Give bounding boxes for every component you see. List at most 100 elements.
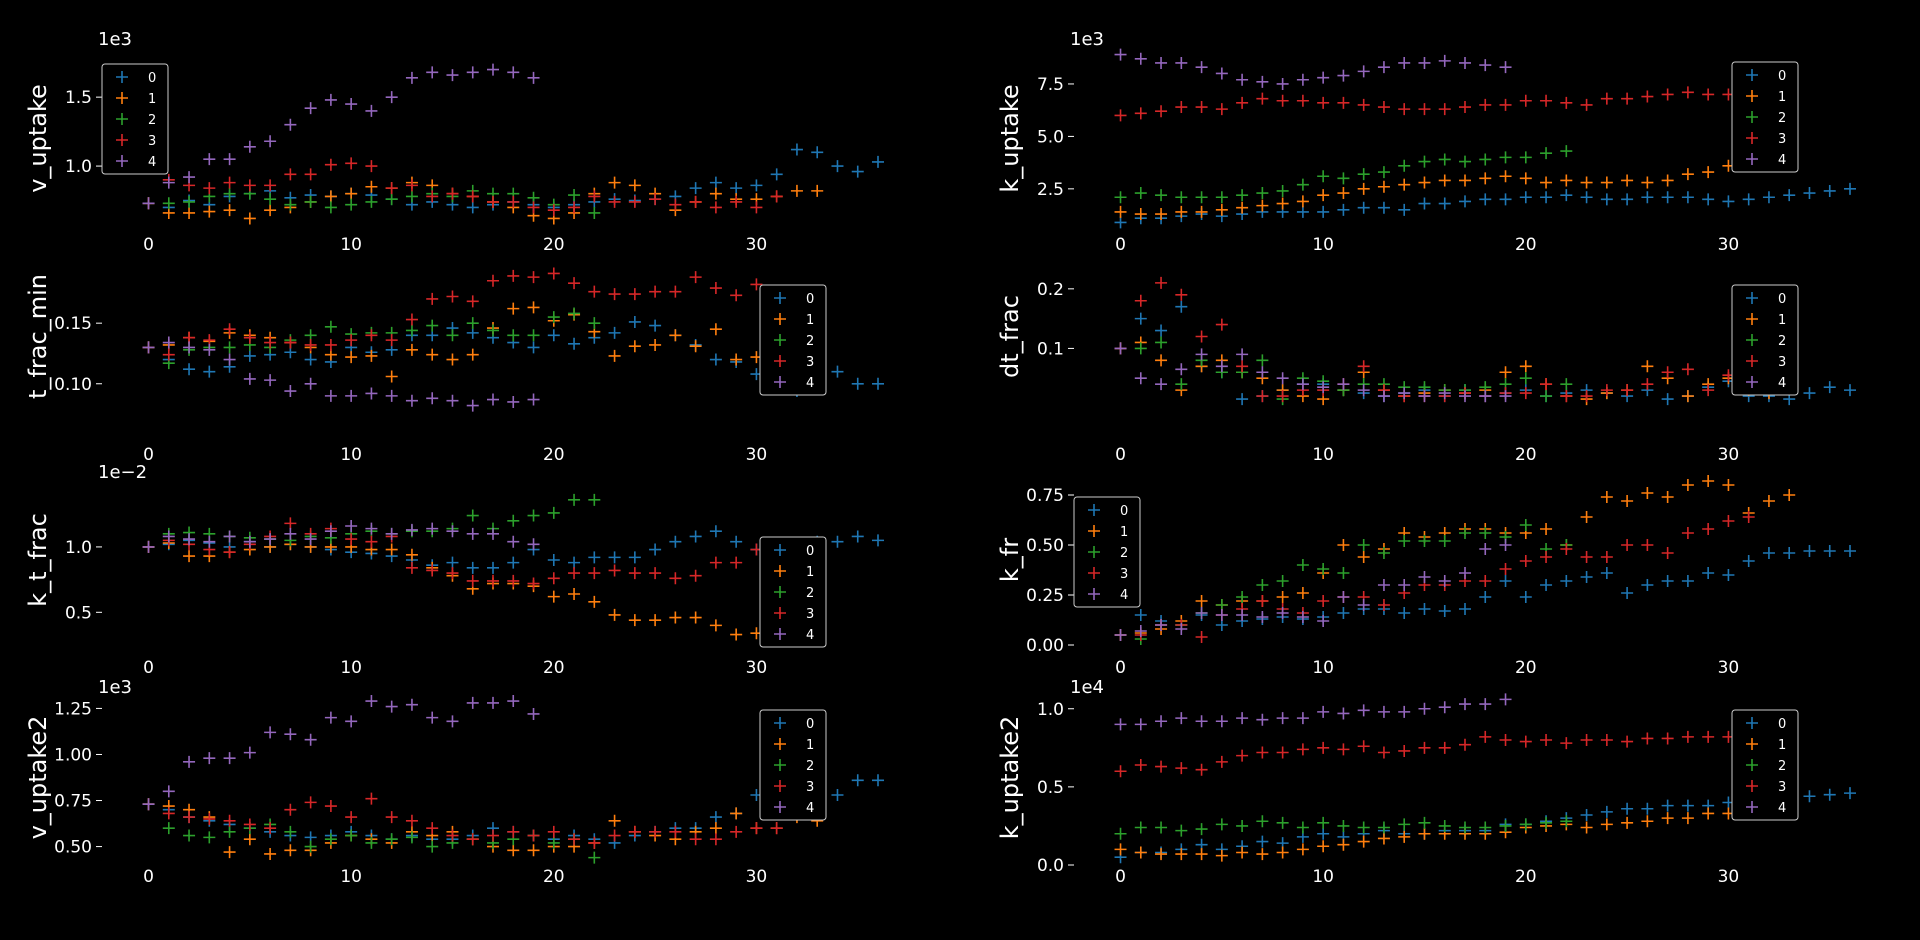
x-tick-label: 0: [143, 235, 154, 255]
data-point-series-3: [304, 168, 317, 181]
data-point-series-0: [1418, 603, 1431, 615]
data-point-series-0: [1296, 205, 1309, 218]
data-point-series-2: [1560, 815, 1573, 828]
data-point-series-4: [142, 341, 155, 354]
data-point-series-3: [1540, 551, 1553, 563]
legend-label: 4: [1778, 153, 1786, 168]
data-point-series-1: [426, 348, 439, 361]
data-point-series-3: [324, 338, 337, 351]
data-point-series-0: [1398, 203, 1411, 216]
data-point-series-3: [568, 277, 581, 290]
data-point-series-3: [1256, 92, 1269, 105]
data-point-series-3: [1681, 730, 1694, 743]
data-point-series-3: [487, 274, 499, 287]
legend-label: 2: [148, 113, 156, 128]
data-point-series-3: [1195, 101, 1208, 114]
data-point-series-2: [466, 317, 479, 330]
legend-label: 3: [806, 780, 814, 795]
data-point-series-3: [608, 195, 621, 208]
data-point-series-0: [1702, 567, 1715, 579]
data-point-series-0: [1641, 802, 1654, 815]
data-point-series-4: [466, 399, 479, 412]
y-tick-label: 1.0: [65, 157, 92, 177]
data-point-series-2: [547, 506, 560, 519]
data-point-series-1: [1722, 479, 1735, 491]
data-point-series-1: [608, 176, 621, 189]
x-tick-label: 20: [543, 867, 565, 887]
data-point-series-2: [183, 829, 196, 842]
data-point-series-0: [709, 525, 722, 538]
data-point-series-3: [547, 267, 560, 280]
data-point-series-4: [1398, 56, 1411, 69]
legend-label: 3: [1778, 132, 1786, 147]
data-point-series-4: [304, 102, 317, 115]
data-point-series-3: [487, 574, 499, 587]
data-point-series-0: [487, 561, 499, 574]
data-point-series-0: [1398, 607, 1411, 619]
data-point-series-1: [1560, 174, 1573, 187]
data-point-series-2: [1459, 527, 1471, 539]
data-point-series-4: [324, 389, 337, 402]
data-point-series-3: [405, 179, 418, 192]
data-point-series-1: [1661, 812, 1674, 825]
data-point-series-1: [1540, 176, 1553, 189]
data-point-series-0: [1823, 184, 1836, 197]
data-point-series-4: [487, 527, 499, 540]
data-point-series-1: [1296, 587, 1309, 599]
x-tick-label: 0: [1115, 235, 1126, 255]
x-tick-label: 10: [1312, 445, 1334, 465]
data-point-series-1: [709, 187, 722, 200]
data-point-series-0: [183, 363, 196, 376]
data-point-series-3: [770, 190, 783, 203]
data-point-series-4: [1276, 77, 1289, 90]
legend-marker: [774, 780, 786, 792]
data-point-series-4: [405, 523, 418, 536]
data-point-series-0: [1844, 182, 1856, 195]
data-point-series-1: [1600, 491, 1613, 503]
data-point-series-3: [1702, 88, 1715, 101]
data-point-series-3: [750, 278, 763, 291]
data-point-series-0: [730, 535, 743, 548]
data-point-series-3: [1641, 732, 1654, 745]
data-point-series-3: [1459, 101, 1471, 114]
data-point-series-3: [628, 567, 641, 580]
data-point-series-4: [1114, 48, 1127, 61]
data-point-series-0: [1722, 569, 1735, 581]
data-point-series-3: [405, 313, 418, 326]
y-tick-label: 1.5: [65, 88, 92, 108]
data-point-series-2: [1155, 189, 1168, 202]
data-point-series-2: [324, 201, 337, 214]
data-point-series-2: [426, 840, 439, 853]
data-point-series-0: [851, 165, 864, 178]
data-point-series-3: [426, 292, 439, 305]
data-point-series-1: [1580, 821, 1593, 834]
legend-box: [759, 284, 827, 396]
data-point-series-3: [426, 190, 439, 203]
data-point-series-3: [1621, 735, 1634, 748]
data-point-series-4: [1317, 71, 1330, 84]
data-point-series-1: [405, 343, 418, 356]
data-point-series-3: [1661, 547, 1674, 559]
data-point-series-2: [1317, 816, 1330, 829]
data-point-series-0: [1823, 381, 1836, 394]
data-point-series-4: [1357, 704, 1370, 717]
data-point-series-2: [1499, 151, 1512, 164]
data-point-series-2: [507, 329, 520, 342]
data-point-series-1: [1155, 354, 1168, 367]
data-point-series-4: [1398, 705, 1411, 718]
data-point-series-1: [223, 846, 236, 859]
data-point-series-1: [243, 833, 256, 846]
data-point-series-1: [1641, 360, 1654, 373]
data-point-series-3: [1519, 555, 1532, 567]
data-point-series-3: [1236, 749, 1249, 762]
data-point-series-4: [507, 395, 520, 408]
data-point-series-1: [669, 329, 682, 342]
data-point-series-1: [1195, 205, 1208, 218]
data-point-series-1: [1236, 846, 1249, 859]
data-point-series-3: [669, 198, 682, 211]
legend-label: 0: [806, 544, 814, 559]
data-point-series-3: [1661, 732, 1674, 745]
data-point-series-0: [770, 168, 783, 181]
data-point-series-2: [1377, 821, 1390, 834]
data-point-series-0: [1459, 195, 1471, 208]
